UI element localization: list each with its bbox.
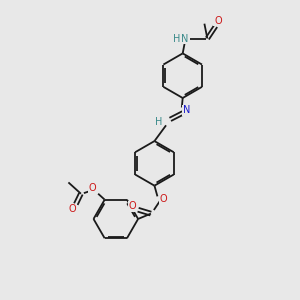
Text: O: O: [89, 183, 97, 193]
Text: N: N: [183, 106, 190, 116]
Text: O: O: [214, 16, 222, 26]
Text: H: H: [154, 117, 162, 127]
Text: O: O: [128, 202, 136, 212]
Text: N: N: [182, 34, 189, 44]
Text: O: O: [160, 194, 167, 204]
Text: H: H: [173, 34, 180, 44]
Text: O: O: [69, 205, 76, 214]
